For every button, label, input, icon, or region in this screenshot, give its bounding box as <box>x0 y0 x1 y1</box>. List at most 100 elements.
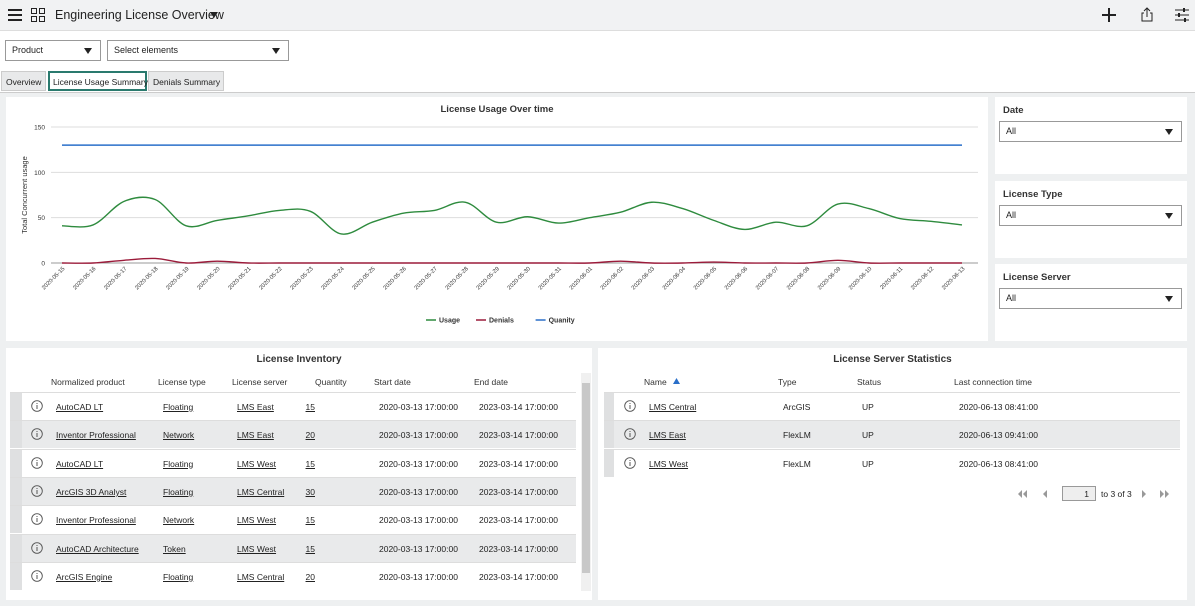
table-cell[interactable]: 15 <box>305 402 315 412</box>
table-cell[interactable]: Network <box>163 515 195 526</box>
filter-select[interactable]: All <box>999 204 1182 226</box>
dashboard-title[interactable]: Engineering License Overview <box>55 8 224 22</box>
title-dropdown[interactable] <box>210 12 218 18</box>
table-cell[interactable]: LMS West <box>237 543 277 554</box>
table-cell[interactable]: LMS East <box>649 430 686 441</box>
grid-icon[interactable] <box>31 8 45 22</box>
info-icon[interactable] <box>624 428 636 441</box>
column-header[interactable]: Last connection time <box>954 377 1032 387</box>
column-header[interactable]: Start date <box>374 377 411 387</box>
table-cell[interactable]: Inventor Professional <box>56 515 136 526</box>
column-header[interactable]: License type <box>158 377 206 387</box>
scrollbar[interactable] <box>581 373 591 591</box>
product-filter[interactable]: Product <box>5 40 101 61</box>
server-title: License Server Statistics <box>833 354 952 365</box>
table-cell: UP <box>862 402 874 412</box>
table-cell[interactable]: LMS East <box>237 430 274 441</box>
elements-filter-label: Select elements <box>114 45 179 55</box>
row-handle <box>604 421 614 449</box>
x-tick-label: 2020-06-06 <box>724 266 749 291</box>
column-header[interactable]: Type <box>778 377 797 387</box>
table-cell[interactable]: LMS Central <box>237 486 285 497</box>
x-tick-label: 2020-05-25 <box>352 266 377 291</box>
table-row <box>10 505 576 534</box>
info-icon[interactable] <box>31 456 43 469</box>
next-last-icons[interactable] <box>1141 489 1181 499</box>
table-cell: 2020-03-13 17:00:00 <box>379 571 458 582</box>
info-dot <box>36 544 38 546</box>
filter-select[interactable]: All <box>999 288 1182 309</box>
table-cell[interactable]: Token <box>163 543 186 554</box>
table-cell[interactable]: 15 <box>305 543 315 554</box>
table-cell[interactable]: LMS West <box>237 458 277 469</box>
elements-filter[interactable]: Select elements <box>107 40 289 61</box>
table-cell[interactable]: Floating <box>163 402 194 412</box>
top-bar: Engineering License Overview <box>0 0 1195 31</box>
x-tick-label: 2020-05-24 <box>321 266 347 292</box>
info-icon[interactable] <box>31 400 43 412</box>
tab-active[interactable]: License Usage Summary <box>48 71 148 91</box>
table-cell[interactable]: AutoCAD LT <box>56 402 104 412</box>
tab[interactable]: Overview <box>1 71 46 91</box>
table-cell[interactable]: Floating <box>163 486 194 497</box>
table-cell[interactable]: LMS East <box>237 402 274 412</box>
table-cell[interactable]: Floating <box>163 571 194 582</box>
table-cell: 2023-03-14 17:00:00 <box>479 458 558 469</box>
info-icon[interactable] <box>31 428 43 441</box>
table-cell: 2020-03-13 17:00:00 <box>379 515 458 526</box>
column-header[interactable]: License server <box>232 377 288 387</box>
table-cell[interactable]: AutoCAD Architecture <box>56 543 139 554</box>
table-cell[interactable]: ArcGIS 3D Analyst <box>56 486 127 497</box>
table-row <box>604 448 1180 477</box>
table-cell[interactable]: LMS West <box>649 458 689 469</box>
y-axis-label: Total Concurrent usage <box>20 156 29 234</box>
page-input[interactable]: 1 <box>1062 486 1096 501</box>
x-tick-label: 2020-06-08 <box>786 266 811 291</box>
row-handle <box>10 393 22 420</box>
column-header[interactable]: End date <box>474 377 509 387</box>
x-tick-label: 2020-05-17 <box>103 266 128 291</box>
info-icon[interactable] <box>31 541 43 554</box>
column-header[interactable]: Status <box>857 377 882 387</box>
table-cell[interactable]: Inventor Professional <box>56 430 136 441</box>
table-cell[interactable]: Network <box>163 430 195 441</box>
settings-icon[interactable] <box>1175 8 1189 22</box>
sort-arrow <box>673 378 680 384</box>
info-icon[interactable] <box>624 400 636 412</box>
share-icon[interactable] <box>1141 7 1153 22</box>
info-icon[interactable] <box>31 485 43 497</box>
x-tick-label: 2020-05-21 <box>227 266 252 291</box>
table-row <box>604 420 1180 449</box>
column-header[interactable]: Quantity <box>315 377 347 387</box>
table-cell[interactable]: 20 <box>305 430 315 441</box>
table-cell[interactable]: LMS Central <box>237 571 285 582</box>
y-tick-label: 50 <box>38 215 46 222</box>
table-cell[interactable]: ArcGIS Engine <box>56 571 113 582</box>
table-cell[interactable]: 15 <box>305 515 315 526</box>
table-cell: 2020-03-13 17:00:00 <box>379 458 458 469</box>
table-cell[interactable]: 20 <box>305 571 315 582</box>
column-header[interactable]: Normalized product <box>51 377 125 387</box>
info-dot <box>629 459 631 461</box>
filter-select[interactable]: All <box>999 121 1182 142</box>
table-cell[interactable]: 30 <box>305 486 315 497</box>
row-handle <box>604 449 614 477</box>
tab[interactable]: Denials Summary <box>148 71 224 91</box>
table-cell[interactable]: LMS Central <box>649 402 697 412</box>
x-tick-label: 2020-05-23 <box>289 266 314 291</box>
info-icon[interactable] <box>31 513 43 525</box>
table-cell[interactable]: 15 <box>305 458 315 469</box>
info-icon[interactable] <box>31 570 43 582</box>
table-cell[interactable]: AutoCAD LT <box>56 458 104 469</box>
chart-title: License Usage Over time <box>441 104 554 115</box>
first-prev-icons[interactable] <box>1017 489 1057 499</box>
info-circle <box>31 428 43 441</box>
add-icon[interactable] <box>1102 8 1116 22</box>
menu-icon[interactable] <box>8 9 22 21</box>
x-tick-label: 2020-06-05 <box>693 266 718 291</box>
column-header[interactable]: Name <box>644 377 667 387</box>
table-cell[interactable]: Floating <box>163 458 194 469</box>
table-cell[interactable]: LMS West <box>237 515 277 526</box>
info-dot <box>36 403 38 404</box>
info-icon[interactable] <box>624 456 636 469</box>
